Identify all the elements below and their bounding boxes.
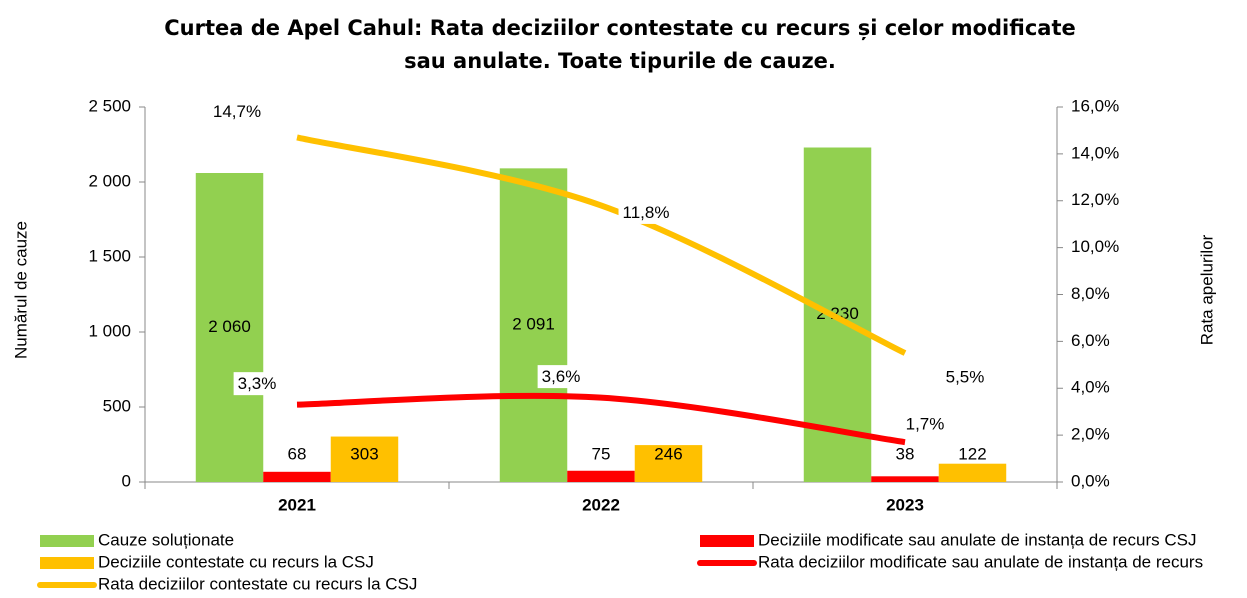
y2-tick-label: 0,0% <box>1071 471 1110 490</box>
data-label: 303 <box>350 444 378 463</box>
y-tick-label: 0 <box>122 471 131 490</box>
bar <box>330 436 399 482</box>
legend-label: Rata deciziilor contestate cu recurs la … <box>98 574 417 593</box>
y-tick-label: 500 <box>103 396 131 415</box>
line <box>296 392 906 446</box>
legend-label: Rata deciziilor modificate sau anulate d… <box>758 552 1203 571</box>
data-label: 122 <box>958 444 986 463</box>
y-tick-label: 1 000 <box>88 321 131 340</box>
legend-label: Cauze soluționate <box>98 530 234 549</box>
data-label: 11,8% <box>623 203 670 222</box>
y2-tick-label: 4,0% <box>1071 378 1110 397</box>
bar <box>871 476 939 482</box>
y2-tick-label: 2,0% <box>1071 425 1110 444</box>
y2-tick-label: 16,0% <box>1071 96 1119 115</box>
legend-swatch <box>40 535 94 547</box>
bar <box>195 173 264 482</box>
data-label: 1,7% <box>906 415 945 434</box>
data-label-bg <box>941 365 989 389</box>
legend-label: Deciziile contestate cu recurs la CSJ <box>98 552 374 571</box>
y2-tick-label: 12,0% <box>1071 190 1119 209</box>
bar <box>938 463 1007 482</box>
x-tick-label: 2022 <box>582 495 620 514</box>
y-tick-label: 2 500 <box>88 96 131 115</box>
data-label: 246 <box>654 444 682 463</box>
y2-tick-label: 8,0% <box>1071 284 1110 303</box>
data-label: 68 <box>288 444 307 463</box>
data-label-bg <box>537 365 585 389</box>
data-label: 3,6% <box>542 367 581 386</box>
data-label: 5,5% <box>946 368 985 387</box>
data-label-bg <box>618 200 674 224</box>
chart-title: Curtea de Apel Cahul: Rata deciziilor co… <box>164 16 1076 73</box>
y2-tick-label: 14,0% <box>1071 143 1119 162</box>
data-label: 3,3% <box>238 374 277 393</box>
data-label-bg <box>233 372 281 396</box>
bar <box>567 470 635 482</box>
y-tick-label: 2 000 <box>88 171 131 190</box>
y-tick-label: 1 500 <box>88 246 131 265</box>
data-label: 2 091 <box>512 315 555 334</box>
data-label: 2 060 <box>208 317 251 336</box>
line <box>296 134 907 356</box>
data-label: 38 <box>896 444 915 463</box>
y2-tick-label: 6,0% <box>1071 331 1110 350</box>
x-tick-label: 2023 <box>886 495 924 514</box>
y2-tick-label: 10,0% <box>1071 237 1119 256</box>
bar <box>263 471 331 482</box>
y2-axis-title: Rata apelurilor <box>1197 234 1216 345</box>
legend-label: Deciziile modificate sau anulate de inst… <box>758 530 1196 549</box>
data-label-bg <box>901 412 949 436</box>
legend-swatch <box>40 557 94 569</box>
data-label: 75 <box>592 444 611 463</box>
bar <box>634 445 703 482</box>
x-tick-label: 2021 <box>278 495 316 514</box>
data-label-bg <box>208 99 266 123</box>
bar <box>499 168 568 482</box>
legend-swatch <box>700 535 754 547</box>
y-axis-title: Numărul de cauze <box>11 221 30 359</box>
data-label: 14,7% <box>213 102 261 121</box>
